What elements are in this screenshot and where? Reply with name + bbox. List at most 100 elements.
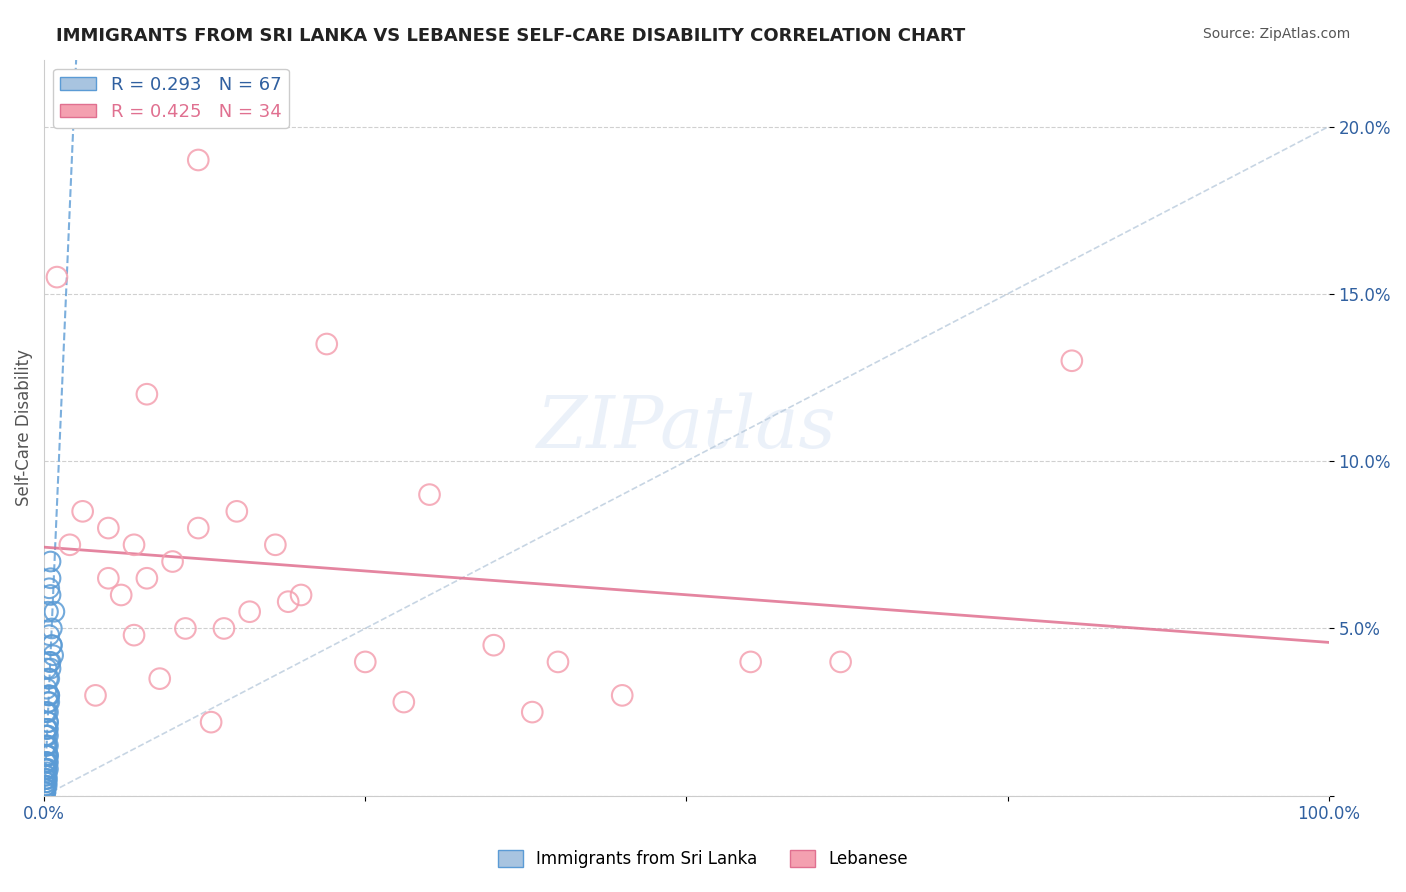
Point: [42, 648, 65, 663]
Point: [72, 504, 94, 518]
Point: [315, 337, 337, 351]
Point: [187, 521, 209, 535]
Point: [35, 662, 58, 676]
Point: [37, 695, 59, 709]
Point: [37, 748, 59, 763]
Point: [35, 765, 58, 780]
Point: [34, 782, 56, 797]
Point: [37, 762, 59, 776]
Point: [34, 785, 56, 799]
Point: [34, 729, 56, 743]
Point: [522, 705, 544, 719]
Point: [34, 775, 56, 789]
Point: [39, 571, 62, 585]
Point: [392, 695, 415, 709]
Point: [35, 705, 58, 719]
Point: [38, 582, 60, 596]
Point: [34, 779, 56, 793]
Point: [38, 628, 60, 642]
Point: [277, 595, 299, 609]
Point: [34, 762, 56, 776]
Point: [1060, 353, 1083, 368]
Point: [200, 715, 222, 730]
Point: [34, 756, 56, 770]
Point: [35, 748, 58, 763]
Point: [41, 638, 63, 652]
Point: [122, 538, 145, 552]
Point: [97, 571, 120, 585]
Point: [37, 605, 59, 619]
Point: [41, 622, 63, 636]
Point: [135, 387, 157, 401]
Point: [38, 655, 60, 669]
Point: [162, 555, 184, 569]
Point: [187, 153, 209, 167]
Point: [46, 270, 69, 285]
Point: [37, 715, 59, 730]
Point: [135, 571, 157, 585]
Point: [37, 715, 59, 730]
Point: [41, 638, 63, 652]
Point: [35, 681, 58, 696]
Point: [37, 722, 59, 736]
Point: [239, 605, 262, 619]
Point: [35, 756, 58, 770]
Point: [174, 622, 197, 636]
Point: [225, 504, 247, 518]
Point: [354, 655, 377, 669]
Point: [34, 779, 56, 793]
Point: [35, 739, 58, 753]
Point: [37, 689, 59, 703]
Point: [612, 689, 634, 703]
Point: [740, 655, 762, 669]
Point: [34, 785, 56, 799]
Point: [35, 739, 58, 753]
Point: [35, 722, 58, 736]
Point: [34, 739, 56, 753]
Point: [482, 638, 505, 652]
Point: [37, 748, 59, 763]
Point: [264, 538, 287, 552]
Text: Source: ZipAtlas.com: Source: ZipAtlas.com: [1202, 27, 1350, 41]
Point: [39, 588, 62, 602]
Point: [110, 588, 132, 602]
Point: [122, 628, 145, 642]
Point: [34, 782, 56, 797]
Point: [35, 772, 58, 786]
Point: [35, 769, 58, 783]
Point: [290, 588, 312, 602]
Point: [547, 655, 569, 669]
Point: [35, 779, 58, 793]
Point: [35, 729, 58, 743]
Point: [97, 521, 120, 535]
Point: [38, 689, 60, 703]
Point: [35, 748, 58, 763]
Text: ZIPatlas: ZIPatlas: [537, 392, 837, 463]
Point: [38, 689, 60, 703]
Point: [35, 756, 58, 770]
Point: [34, 769, 56, 783]
Point: [37, 705, 59, 719]
Point: [35, 756, 58, 770]
Point: [39, 655, 62, 669]
Point: [59, 538, 82, 552]
Point: [418, 487, 440, 501]
Point: [37, 729, 59, 743]
Point: [37, 756, 59, 770]
Point: [39, 662, 62, 676]
Point: [830, 655, 852, 669]
Point: [37, 739, 59, 753]
Point: [149, 672, 172, 686]
Point: [35, 722, 58, 736]
Point: [34, 705, 56, 719]
Point: [35, 762, 58, 776]
Point: [84, 689, 107, 703]
Point: [34, 772, 56, 786]
Point: [34, 782, 56, 797]
Text: IMMIGRANTS FROM SRI LANKA VS LEBANESE SELF-CARE DISABILITY CORRELATION CHART: IMMIGRANTS FROM SRI LANKA VS LEBANESE SE…: [56, 27, 966, 45]
Point: [212, 622, 235, 636]
Point: [35, 775, 58, 789]
Y-axis label: Self-Care Disability: Self-Care Disability: [15, 349, 32, 506]
Point: [39, 555, 62, 569]
Point: [37, 672, 59, 686]
